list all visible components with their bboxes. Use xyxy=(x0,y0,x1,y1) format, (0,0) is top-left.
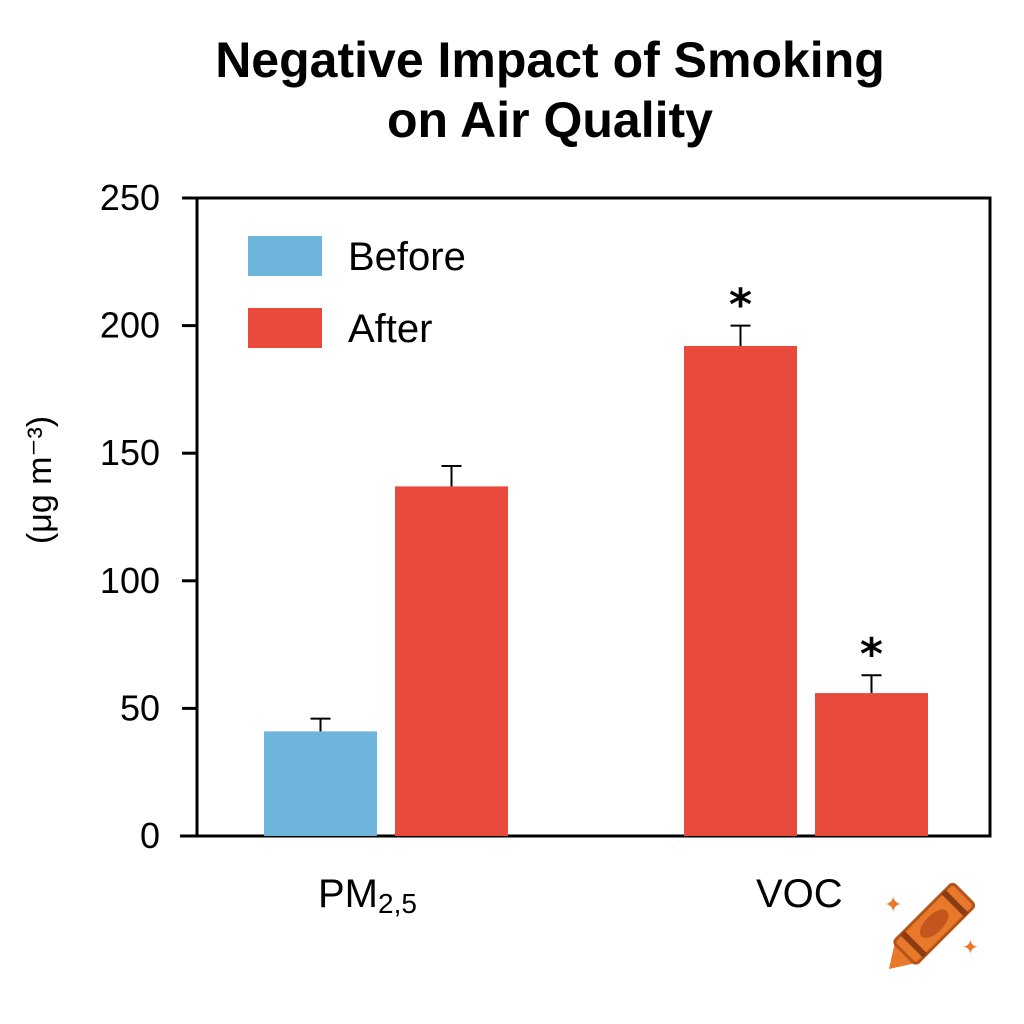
y-tick-label: 250 xyxy=(100,177,160,218)
svg-text:✦: ✦ xyxy=(884,893,902,918)
legend-label: After xyxy=(348,307,432,351)
x-category-voc: VOC xyxy=(756,872,843,917)
y-tick-label: 0 xyxy=(140,815,160,856)
svg-text:✦: ✦ xyxy=(962,935,979,959)
y-tick-label: 150 xyxy=(100,432,160,473)
x-category-pm25: PM2,5 xyxy=(318,872,417,920)
legend-label: Before xyxy=(348,235,466,279)
legend-swatch xyxy=(248,236,322,276)
y-tick-label: 50 xyxy=(120,687,160,728)
chart-title-line-1: Negative Impact of Smoking xyxy=(215,32,885,88)
bar xyxy=(815,693,928,836)
chart-title: Negative Impact of Smoking on Air Qualit… xyxy=(0,30,1024,150)
x-category-voc-main: VOC xyxy=(756,872,843,916)
crayon-icon: ✦ ✦ xyxy=(884,882,979,970)
plot-frame xyxy=(195,196,992,838)
significance-marker: * xyxy=(860,629,883,680)
bar xyxy=(395,486,508,836)
significance-marker: * xyxy=(729,280,752,331)
x-category-pm25-main: PM xyxy=(318,872,378,916)
chart-title-line-2: on Air Quality xyxy=(387,92,713,148)
bar xyxy=(684,346,797,836)
bar xyxy=(264,731,377,836)
x-category-pm25-sub: 2,5 xyxy=(378,888,417,919)
y-tick-label: 100 xyxy=(100,560,160,601)
legend-swatch xyxy=(248,308,322,348)
y-tick-label: 200 xyxy=(100,305,160,346)
